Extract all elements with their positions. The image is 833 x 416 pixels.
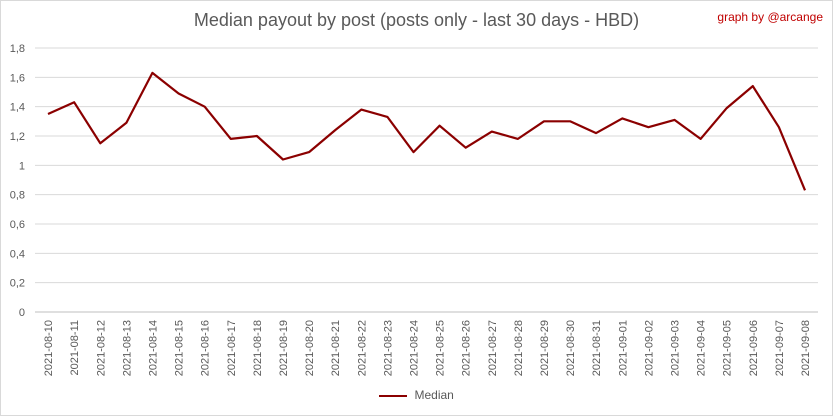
data-point bbox=[568, 119, 573, 124]
x-tick-label: 2021-08-28 bbox=[513, 320, 525, 376]
x-tick-label: 2021-08-24 bbox=[408, 320, 420, 376]
y-tick-label: 0,2 bbox=[10, 278, 25, 290]
chart-credit: graph by @arcange bbox=[717, 10, 823, 24]
data-point bbox=[385, 114, 390, 119]
x-tick-label: 2021-09-08 bbox=[800, 320, 812, 376]
data-point bbox=[802, 188, 807, 193]
data-point bbox=[698, 136, 703, 141]
x-tick-label: 2021-08-16 bbox=[200, 320, 212, 376]
chart-title: Median payout by post (posts only - last… bbox=[193, 10, 640, 30]
data-point bbox=[463, 145, 468, 150]
x-tick-label: 2021-08-31 bbox=[591, 320, 603, 376]
x-tick-label: 2021-08-26 bbox=[461, 320, 473, 376]
y-tick-label: 1,6 bbox=[10, 72, 25, 84]
x-tick-label: 2021-08-15 bbox=[174, 320, 186, 376]
data-point bbox=[672, 117, 677, 122]
data-point bbox=[280, 157, 285, 162]
x-tick-label: 2021-08-10 bbox=[43, 320, 55, 376]
x-tick-label: 2021-09-06 bbox=[748, 320, 760, 376]
x-tick-label: 2021-08-13 bbox=[121, 320, 133, 376]
data-point bbox=[46, 112, 51, 117]
data-point bbox=[776, 125, 781, 130]
series-line-median bbox=[47, 71, 807, 191]
y-tick-label: 0 bbox=[19, 307, 25, 319]
x-tick-label: 2021-09-02 bbox=[643, 320, 655, 376]
x-tick-label: 2021-09-01 bbox=[617, 320, 629, 376]
x-tick-label: 2021-09-04 bbox=[696, 320, 708, 376]
data-point bbox=[124, 120, 129, 125]
data-point bbox=[202, 104, 207, 109]
data-point bbox=[515, 136, 520, 141]
chart-legend: Median bbox=[0, 388, 833, 402]
data-point bbox=[150, 70, 155, 75]
data-point bbox=[620, 116, 625, 121]
data-point bbox=[489, 129, 494, 134]
data-point bbox=[541, 119, 546, 124]
y-tick-label: 0,8 bbox=[10, 190, 25, 202]
data-point bbox=[359, 107, 364, 112]
x-tick-label: 2021-09-03 bbox=[669, 320, 681, 376]
x-tick-label: 2021-09-07 bbox=[774, 320, 786, 376]
data-point bbox=[646, 125, 651, 130]
y-tick-label: 1,2 bbox=[10, 131, 25, 143]
data-point bbox=[437, 123, 442, 128]
x-tick-label: 2021-08-23 bbox=[382, 320, 394, 376]
x-tick-label: 2021-08-29 bbox=[539, 320, 551, 376]
data-point bbox=[307, 150, 312, 155]
x-tick-label: 2021-08-21 bbox=[330, 320, 342, 376]
y-tick-label: 1,8 bbox=[10, 43, 25, 55]
legend-label-median: Median bbox=[414, 388, 454, 402]
data-point bbox=[333, 128, 338, 133]
x-tick-label: 2021-09-05 bbox=[722, 320, 734, 376]
x-tick-label: 2021-08-22 bbox=[356, 320, 368, 376]
data-point bbox=[98, 141, 103, 146]
x-tick-label: 2021-08-30 bbox=[565, 320, 577, 376]
data-point bbox=[750, 84, 755, 89]
data-point bbox=[176, 91, 181, 96]
x-tick-label: 2021-08-20 bbox=[304, 320, 316, 376]
data-point bbox=[254, 134, 259, 139]
y-tick-label: 0,4 bbox=[10, 248, 25, 260]
data-point bbox=[228, 136, 233, 141]
legend-swatch-median bbox=[379, 394, 408, 397]
data-point bbox=[72, 100, 77, 105]
x-tick-label: 2021-08-19 bbox=[278, 320, 290, 376]
x-tick-label: 2021-08-17 bbox=[226, 320, 238, 376]
x-tick-label: 2021-08-25 bbox=[435, 320, 447, 376]
data-point bbox=[594, 131, 599, 136]
data-point bbox=[724, 106, 729, 111]
y-tick-label: 1 bbox=[19, 160, 25, 172]
x-tick-label: 2021-08-11 bbox=[69, 320, 81, 375]
x-tick-label: 2021-08-12 bbox=[95, 320, 107, 376]
x-tick-label: 2021-08-18 bbox=[252, 320, 264, 376]
data-point bbox=[411, 150, 416, 155]
x-tick-label: 2021-08-27 bbox=[487, 320, 499, 376]
x-tick-label: 2021-08-14 bbox=[147, 320, 159, 376]
y-tick-label: 0,6 bbox=[10, 219, 25, 231]
y-tick-label: 1,4 bbox=[10, 102, 25, 114]
